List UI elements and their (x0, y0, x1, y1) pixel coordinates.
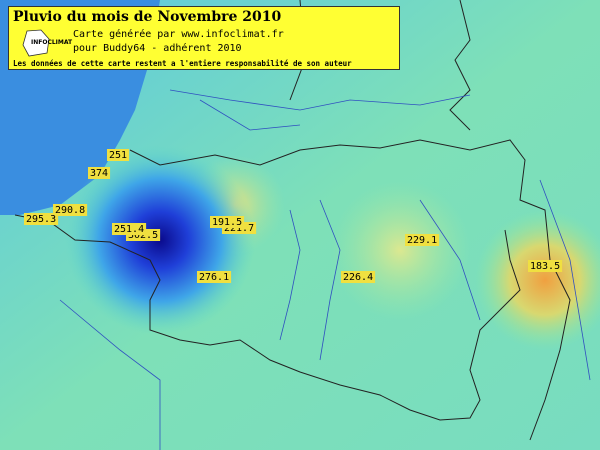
label-box (341, 271, 376, 283)
label-box (24, 213, 59, 225)
rivers (59, 89, 591, 450)
station-value: 183.5 (530, 261, 560, 272)
station-value: 229.1 (407, 235, 437, 246)
label-box (405, 234, 440, 246)
station-value: 276.1 (199, 272, 229, 283)
credit: Carte générée par www.infoclimat.fr (73, 29, 284, 40)
station-value: 251 (109, 150, 127, 161)
label-box (53, 204, 88, 216)
author: pour Buddy64 - adhérent 2010 (73, 43, 242, 54)
station-value: 290.8 (55, 205, 85, 216)
label-box (107, 149, 130, 161)
logo-text: INFOCLIMAT (31, 39, 73, 46)
header: Pluvio du mois de Novembre 2010 INFOCLIM… (8, 6, 400, 70)
disclaimer: Les données de cette carte restent a l'e… (13, 59, 352, 68)
label-box (210, 216, 245, 228)
station-value: 221.7 (224, 223, 254, 234)
label-box (197, 271, 232, 283)
station-value: 226.4 (343, 272, 373, 283)
station-value: 251.4 (114, 224, 144, 235)
label-box (112, 223, 147, 235)
logo (22, 29, 50, 57)
label-box (88, 167, 111, 179)
station-value: 374 (90, 168, 108, 179)
title: Pluvio du mois de Novembre 2010 (13, 9, 282, 25)
station-value: 295.3 (26, 214, 56, 225)
station-value: 302.5 (128, 230, 158, 241)
label-box (528, 260, 563, 272)
station-value: 191.5 (212, 217, 242, 228)
